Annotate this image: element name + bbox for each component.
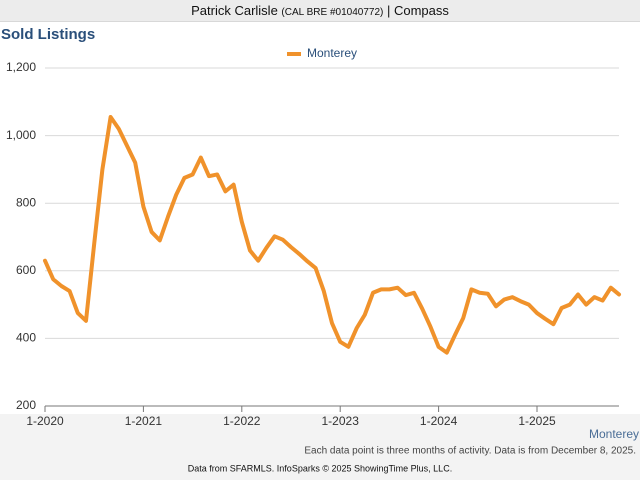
license: (CAL BRE #01040772) xyxy=(281,7,384,18)
y-tick-label: 1,000 xyxy=(6,128,36,142)
x-tick-label: 1-2024 xyxy=(420,414,458,428)
x-axis-label: Monterey xyxy=(589,427,639,441)
y-tick-label: 200 xyxy=(16,398,36,412)
source: Data from SFARMLS. InfoSparks © 2025 Sho… xyxy=(188,463,452,473)
x-tick-label: 1-2023 xyxy=(322,414,360,428)
header: Patrick Carlisle (CAL BRE #01040772) | C… xyxy=(0,0,640,22)
y-tick-label: 1,200 xyxy=(6,60,36,74)
x-tick-label: 1-2022 xyxy=(223,414,261,428)
line-series xyxy=(43,115,621,355)
note: Each data point is three months of activ… xyxy=(304,446,636,457)
agent-name: Patrick Carlisle xyxy=(191,3,278,18)
footer-band xyxy=(0,414,640,480)
company: | Compass xyxy=(386,3,449,18)
y-tick-label: 400 xyxy=(16,331,36,345)
chart-title: Sold Listings xyxy=(1,26,95,43)
x-tick-label: 1-2020 xyxy=(26,414,64,428)
legend-label: Monterey xyxy=(307,46,357,60)
y-tick-label: 800 xyxy=(16,195,36,209)
y-tick-label: 600 xyxy=(16,263,36,277)
x-tick-label: 1-2025 xyxy=(518,414,556,428)
x-tick-label: 1-2021 xyxy=(125,414,163,428)
